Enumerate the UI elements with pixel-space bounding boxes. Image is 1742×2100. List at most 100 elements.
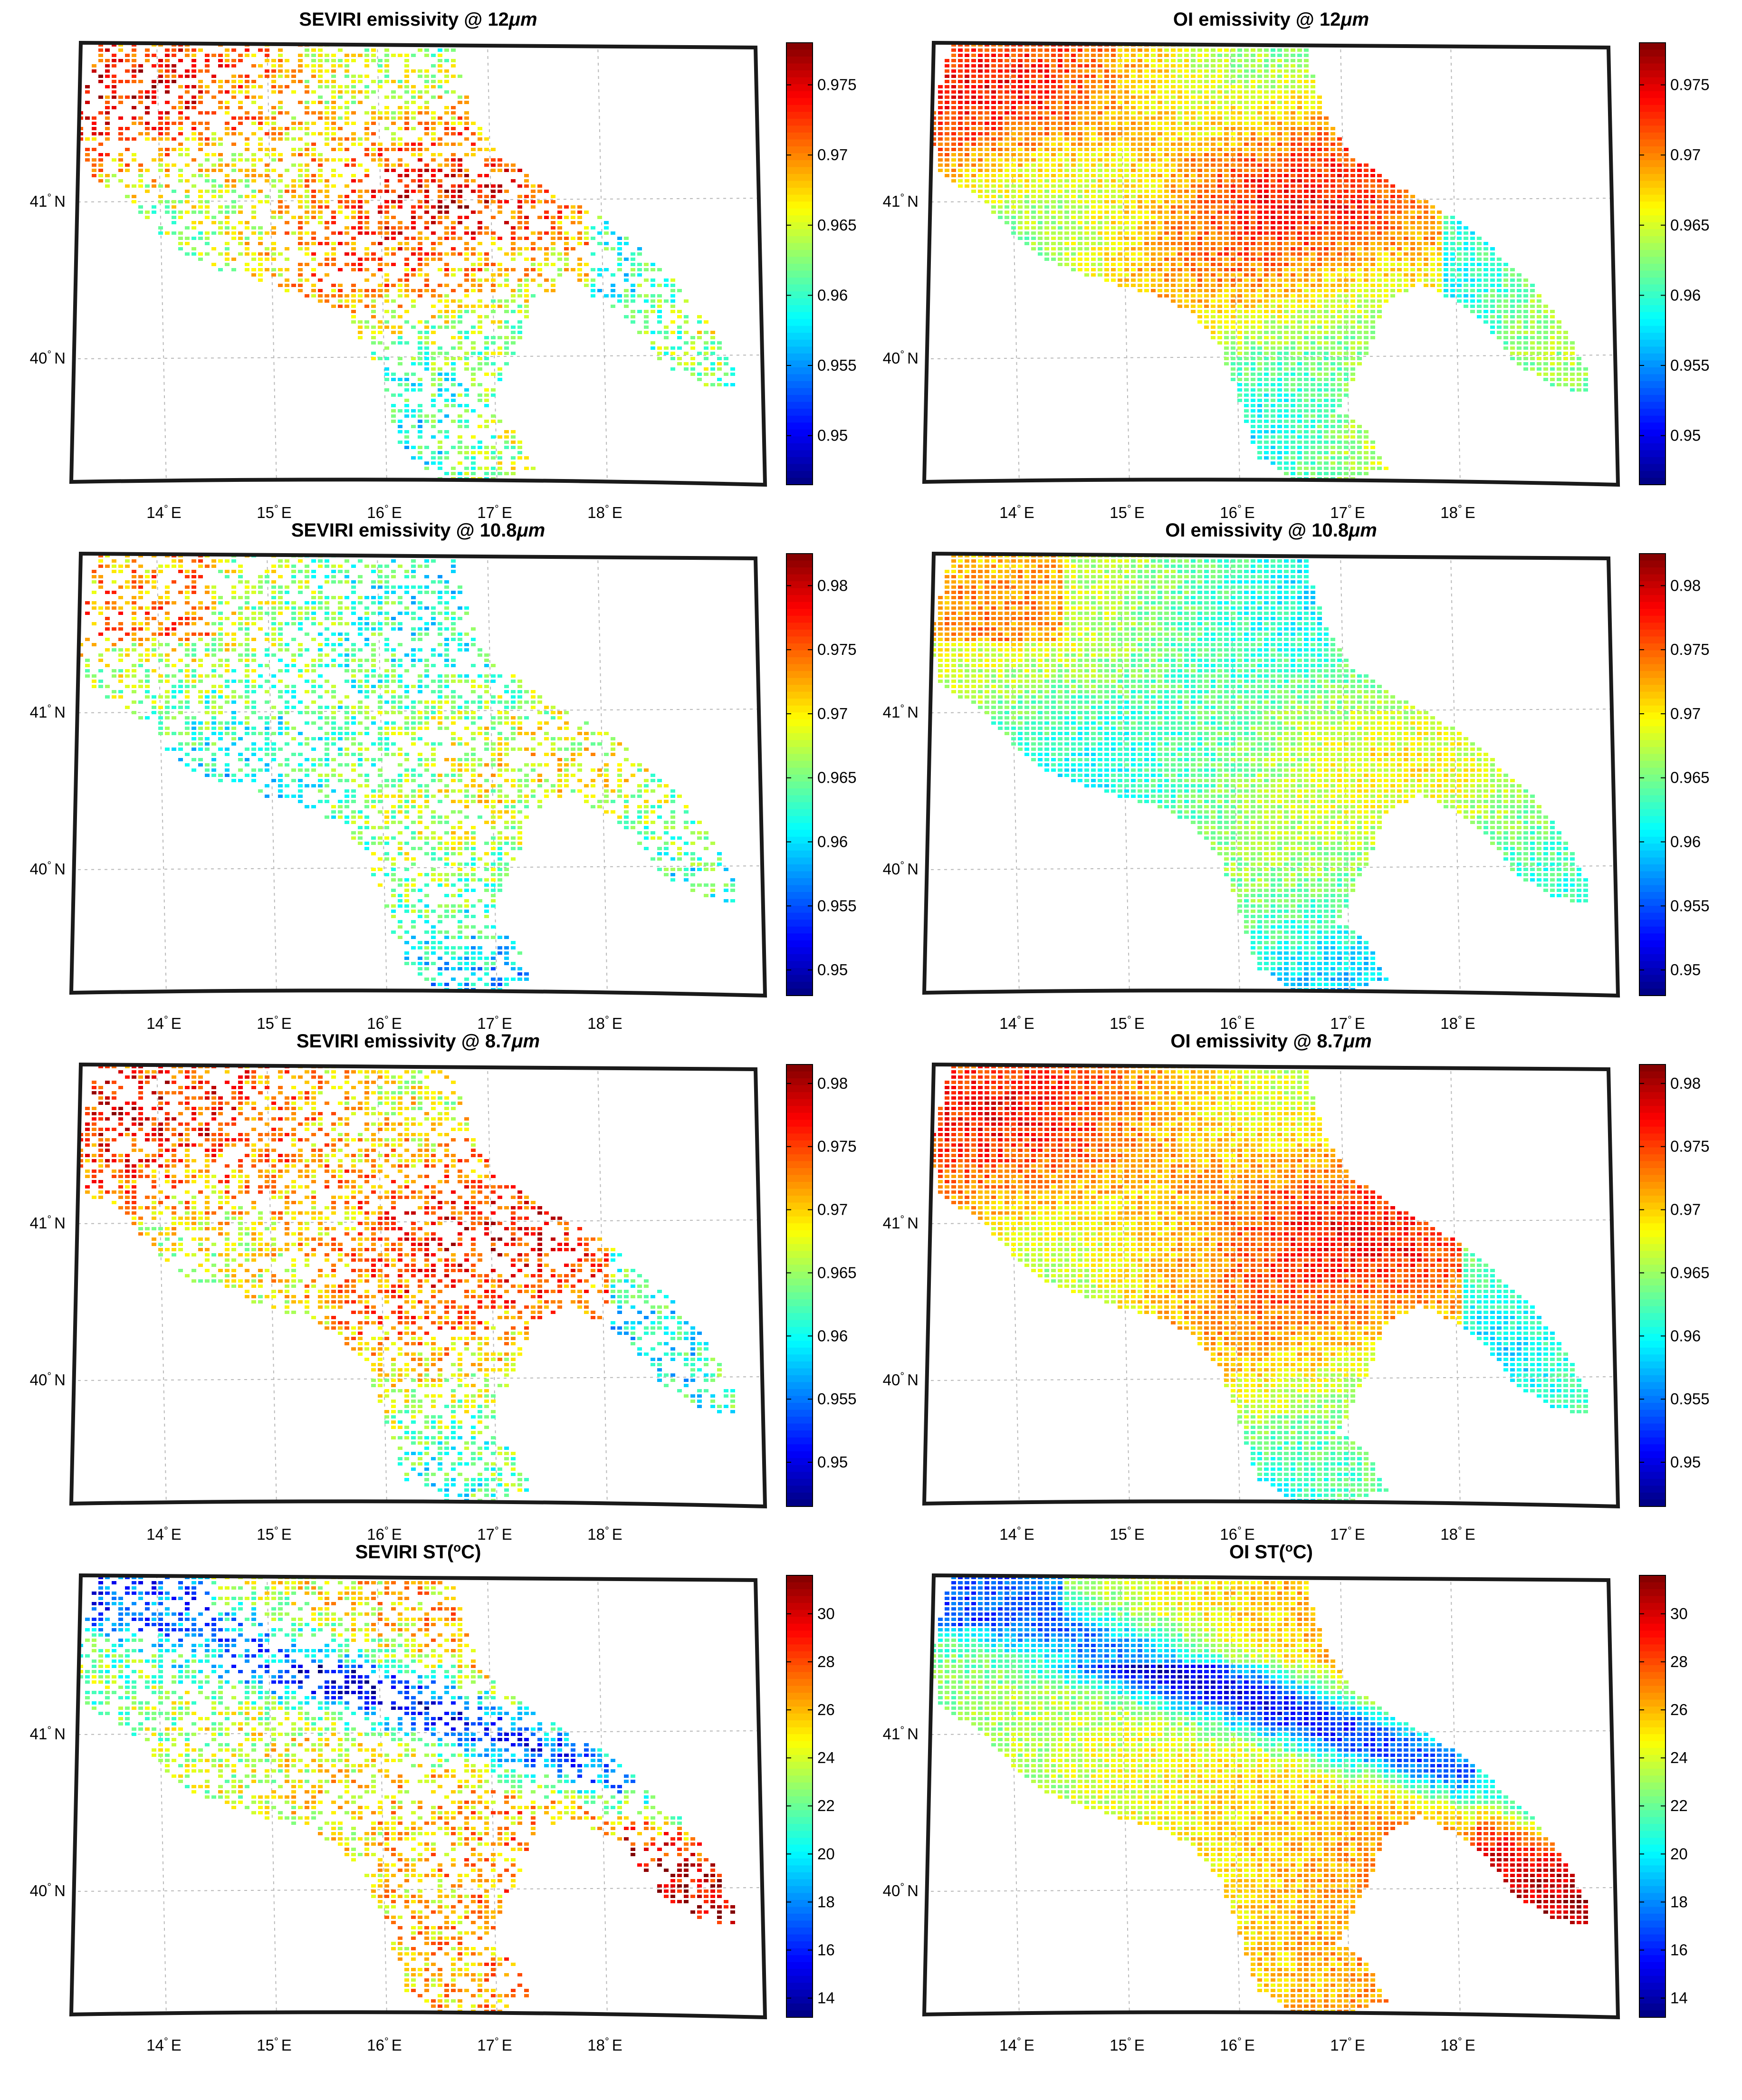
lat-label: 40° N [30,348,66,367]
lat-label: 40° N [30,859,66,878]
lon-label: 18° E [1440,1525,1475,1543]
colorbar-tick-label: 0.955 [1670,356,1710,374]
colorbar-tick-label: 0.975 [817,76,857,94]
panel-title: OI ST(oC) [1229,1540,1313,1563]
lon-label: 15° E [257,503,292,521]
panel-title-unit: μm [508,9,537,30]
panel-seviri-st: SEVIRI ST(oC) 41° N 40° N 14° E 15° E 16° E 17° E 18°… [30,1540,835,2054]
colorbar-tick-label: 0.98 [1670,1074,1701,1092]
lon-label: 14° E [999,2035,1034,2054]
colorbar-tick-label: 28 [817,1653,835,1670]
panel-seviri-emis-12: SEVIRI emissivity @ 12μm 41° N 40° N 14° E 15° E… [30,9,857,521]
panel-title-main: SEVIRI emissivity @ 8.7 [297,1031,512,1052]
data-pixels [931,43,1588,480]
lat-label: 41° N [883,192,919,210]
lon-label: 18° E [587,503,622,521]
colorbar-tick-label: 0.98 [817,1074,848,1092]
colorbar-tick-label: 22 [817,1797,835,1814]
colorbar-tick-label: 0.96 [817,1327,848,1344]
colorbar-tick-label: 24 [817,1749,835,1766]
colorbar-tick-label: 0.98 [1670,576,1701,594]
map-frame [922,40,1620,487]
panel-title: SEVIRI emissivity @ 12μm [299,9,537,30]
map-frame [922,1062,1620,1509]
lon-label: 15° E [1110,2035,1145,2054]
colorbar-tick-label: 0.95 [817,427,848,444]
colorbar-tick-label: 30 [1670,1605,1688,1622]
panel-title-unit: μm [1343,1031,1372,1052]
lon-label: 18° E [587,1014,622,1032]
panel-title-unit: μm [517,520,546,541]
colorbar-tick-label: 14 [817,1989,835,2007]
lat-label: 41° N [883,1213,919,1232]
lon-label: 16° E [367,2035,402,2054]
lon-label: 17° E [477,503,512,521]
lon-label: 17° E [1330,503,1365,521]
lon-label: 15° E [257,1525,292,1543]
colorbar-tick-label: 0.96 [817,286,848,304]
panel-title-tail: C) [461,1542,481,1563]
lon-label: 18° E [587,1525,622,1543]
colorbar-tick-label: 14 [1670,1989,1688,2007]
lon-label: 17° E [1330,2035,1365,2054]
lon-label: 14° E [999,1014,1034,1032]
map-frame [922,1573,1620,2020]
colorbar-tick-label: 0.975 [817,641,857,658]
colorbar-tick-label: 26 [1670,1701,1688,1718]
colorbar-tick-label: 26 [817,1701,835,1718]
panel-title-main: OI emissivity @ 12 [1173,9,1341,30]
panel-title: SEVIRI emissivity @ 10.8μm [291,520,546,541]
map-frame [69,1062,767,1509]
colorbar-tick-label: 24 [1670,1749,1688,1766]
panel-title-main: OI emissivity @ 8.7 [1170,1031,1343,1052]
colorbar-tick-label: 20 [817,1845,835,1862]
panel-title-main: SEVIRI ST( [355,1542,454,1563]
colorbar-tick-label: 0.965 [817,1264,857,1281]
colorbar-tick-label: 16 [817,1941,835,1958]
colorbar-tick-label: 0.955 [1670,897,1710,914]
panel-oi-emis-12: OI emissivity @ 12μm 41° N 40° N 14° E 15° E 16° E… [883,9,1710,521]
colorbar-tick-label: 0.955 [817,897,857,914]
colorbar-tick-label: 28 [1670,1653,1688,1670]
colorbar-tick-label: 0.97 [817,705,848,722]
panel-title: SEVIRI emissivity @ 8.7μm [297,1031,540,1052]
colorbar-tick-label: 30 [817,1605,835,1622]
lon-label: 18° E [1440,2035,1475,2054]
lon-label: 16° E [1220,1014,1255,1032]
colorbar: 0.95 0.955 0.96 0.965 0.97 0.975 0.98 [1639,1064,1710,1507]
colorbar-tick-label: 0.965 [1670,1264,1710,1281]
colorbar-tick-label: 0.95 [817,961,848,978]
colorbar-tick-label: 0.975 [817,1138,857,1155]
colorbar-tick-label: 0.98 [817,576,848,594]
map-frame [922,551,1620,998]
panel-title-main: OI emissivity @ 10.8 [1165,520,1349,541]
colorbar-tick-label: 0.975 [1670,641,1710,658]
colorbar-tick-label: 0.97 [817,1201,848,1218]
lat-label: 40° N [883,348,919,367]
map-background [71,1575,765,2017]
lat-label: 40° N [883,1881,919,1899]
panel-oi-emis-108: OI emissivity @ 10.8μm 41° N 40° N 14° E 15° E 16… [883,520,1710,1032]
lat-label: 41° N [883,702,919,721]
lon-label: 14° E [146,1525,182,1543]
colorbar: 0.95 0.955 0.96 0.965 0.97 0.975 [1639,42,1710,485]
colorbar: 0.95 0.955 0.96 0.965 0.97 0.975 0.98 [786,1064,857,1507]
panel-title: OI emissivity @ 12μm [1173,9,1369,30]
panel-title: OI emissivity @ 10.8μm [1165,520,1377,541]
colorbar-tick-label: 0.96 [1670,833,1701,851]
colorbar-tick-label: 0.96 [817,833,848,851]
lat-label: 41° N [30,192,66,210]
lat-label: 40° N [30,1881,66,1899]
map-frame [69,40,767,487]
colorbar-tick-label: 0.965 [1670,769,1710,786]
lat-label: 40° N [883,1370,919,1389]
lat-label: 40° N [30,1370,66,1389]
data-pixels [78,554,735,991]
lon-label: 16° E [367,503,402,521]
lat-label: 41° N [883,1724,919,1743]
panel-title: OI emissivity @ 8.7μm [1170,1031,1371,1052]
lon-label: 16° E [1220,2035,1255,2054]
colorbar-tick-label: 0.975 [1670,76,1710,94]
colorbar-tick-label: 0.97 [1670,705,1701,722]
colorbar-tick-label: 0.95 [817,1453,848,1471]
